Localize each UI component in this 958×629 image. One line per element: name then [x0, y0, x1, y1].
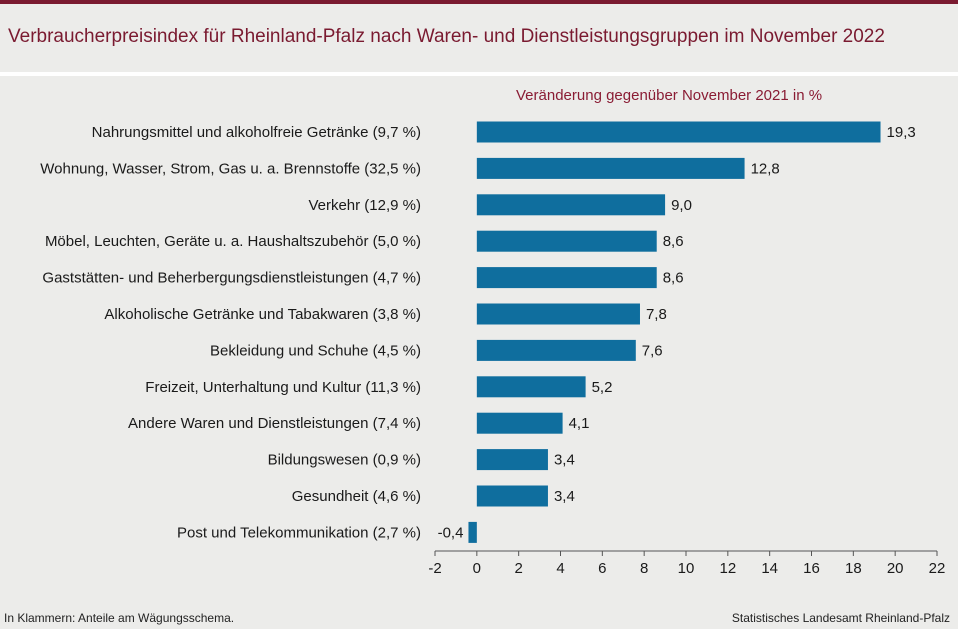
- x-tick-label: 4: [556, 560, 564, 577]
- value-label: 19,3: [887, 124, 916, 141]
- footnote: In Klammern: Anteile am Wägungsschema.: [4, 611, 235, 625]
- value-label: 3,4: [554, 488, 575, 505]
- bar: [476, 121, 881, 143]
- bar: [468, 521, 477, 543]
- category-label: Gaststätten- und Beherbergungsdienstleis…: [42, 270, 421, 287]
- x-tick-label: 14: [761, 560, 778, 577]
- bar: [476, 194, 666, 216]
- x-tick-label: 16: [803, 560, 820, 577]
- value-label: 12,8: [751, 160, 780, 177]
- category-label: Bildungswesen (0,9 %): [268, 452, 421, 469]
- source-credit: Statistisches Landesamt Rheinland-Pfalz: [731, 611, 950, 625]
- x-tick-label: 18: [845, 560, 862, 577]
- x-tick-label: 6: [598, 560, 606, 577]
- bar: [476, 449, 548, 471]
- bar: [476, 376, 586, 398]
- x-tick-label: 8: [640, 560, 648, 577]
- x-tick-label: -2: [428, 560, 441, 577]
- value-label: 9,0: [671, 197, 692, 214]
- bar: [476, 157, 745, 179]
- bar: [476, 485, 548, 507]
- value-label: 3,4: [554, 452, 575, 469]
- category-label: Bekleidung und Schuhe (4,5 %): [210, 342, 421, 359]
- category-label: Freizeit, Unterhaltung und Kultur (11,3 …: [145, 379, 421, 396]
- chart-subtitle: Veränderung gegenüber November 2021 in %: [516, 87, 823, 104]
- title-divider: [0, 72, 958, 76]
- chart-title: Verbraucherpreisindex für Rheinland-Pfal…: [8, 26, 885, 47]
- x-tick-label: 12: [719, 560, 736, 577]
- category-label: Verkehr (12,9 %): [308, 197, 421, 214]
- value-label: 8,6: [663, 233, 684, 250]
- bar: [476, 267, 657, 289]
- value-label: 4,1: [569, 415, 590, 432]
- bar: [476, 412, 563, 434]
- x-tick-label: 22: [929, 560, 946, 577]
- category-label: Alkoholische Getränke und Tabakwaren (3,…: [104, 306, 421, 323]
- category-label: Wohnung, Wasser, Strom, Gas u. a. Brenns…: [40, 160, 421, 177]
- category-label: Andere Waren und Dienstleistungen (7,4 %…: [128, 415, 421, 432]
- bar: [476, 339, 636, 361]
- value-label: 8,6: [663, 270, 684, 287]
- x-tick-label: 10: [678, 560, 695, 577]
- category-label: Post und Telekommunikation (2,7 %): [177, 524, 421, 541]
- bar: [476, 230, 657, 252]
- top-rule: [0, 0, 958, 4]
- bar: [476, 303, 640, 325]
- value-label: 5,2: [592, 379, 613, 396]
- category-label: Gesundheit (4,6 %): [292, 488, 421, 505]
- value-label: -0,4: [438, 524, 464, 541]
- x-tick-label: 0: [473, 560, 481, 577]
- x-tick-label: 20: [887, 560, 904, 577]
- category-label: Nahrungsmittel und alkoholfreie Getränke…: [92, 124, 421, 141]
- x-tick-label: 2: [514, 560, 522, 577]
- value-label: 7,8: [646, 306, 667, 323]
- value-label: 7,6: [642, 342, 663, 359]
- category-label: Möbel, Leuchten, Geräte u. a. Haushaltsz…: [45, 233, 421, 250]
